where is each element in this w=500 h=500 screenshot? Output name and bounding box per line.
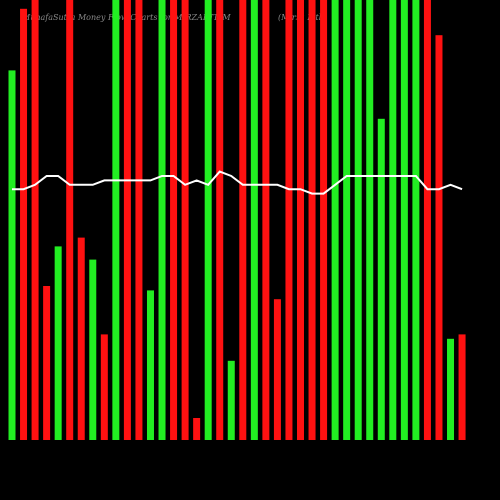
bar [331,0,339,440]
bar [193,418,201,440]
bar [343,0,351,440]
bar [170,0,178,440]
bar [308,0,316,440]
bar [297,0,304,440]
bar [146,290,154,440]
bar [377,118,385,441]
bar [320,0,328,440]
bar [366,0,374,440]
bar [135,0,143,440]
bar [54,246,62,440]
bar [400,0,408,440]
bar [123,0,131,440]
bar [262,0,270,440]
bar [273,299,281,440]
bar [239,0,247,440]
bar [112,0,120,440]
bar [31,0,39,440]
bar [389,0,397,440]
bar [204,0,212,440]
bar [8,70,16,441]
bar [66,0,74,440]
bar [77,237,85,440]
bar [227,360,235,440]
bar [285,0,293,440]
bar [100,334,108,440]
bar [216,0,224,440]
bar [447,338,455,440]
bar [458,334,466,440]
bar [20,8,28,441]
money-flow-line [12,170,463,195]
bar [181,0,189,440]
bar [89,259,97,440]
bar [354,0,362,440]
bar [435,35,443,440]
bar [43,286,51,440]
bar [412,0,420,440]
bar [423,0,431,440]
bar [250,0,258,440]
bar [158,0,166,440]
